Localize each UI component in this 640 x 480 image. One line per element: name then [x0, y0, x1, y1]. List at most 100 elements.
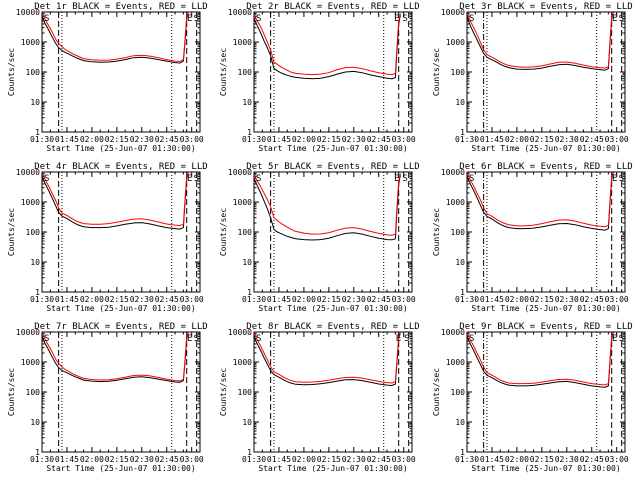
y-tick-label: 1	[460, 448, 465, 457]
detector-panel: Det 3r BLACK = Events, RED = LLD 1 10 100 10…	[432, 2, 633, 153]
events-series-line	[42, 172, 189, 230]
detector-panel: Det 9r BLACK = Events, RED = LLD 1 10 100 10…	[432, 322, 633, 473]
plot-frame	[253, 11, 413, 133]
time-marker-label: E	[187, 334, 192, 344]
y-axis-title: Counts/sec	[219, 48, 228, 96]
y-tick-label: 10	[242, 258, 252, 267]
x-tick-label: 01:45	[480, 455, 504, 464]
time-marker-label: S	[256, 174, 261, 184]
y-tick-label: 1	[247, 128, 252, 137]
time-marker-label: S	[194, 174, 199, 184]
x-tick-label: 02:00	[505, 135, 529, 144]
x-tick-label: 02:15	[105, 455, 129, 464]
lld-series-line	[467, 172, 614, 228]
events-series-line	[254, 14, 401, 80]
lld-series-line	[254, 173, 401, 236]
x-tick-label: 01:45	[267, 135, 291, 144]
plot-frame	[466, 11, 626, 133]
panel-title: Det 5r BLACK = Events, RED = LLD	[246, 162, 419, 172]
x-tick-label: 02:15	[317, 455, 341, 464]
x-tick-label: 01:45	[480, 135, 504, 144]
x-tick-label: 02:15	[317, 295, 341, 304]
x-tick-label: 02:00	[80, 135, 104, 144]
y-tick-label: 1	[35, 448, 40, 457]
time-marker-label: S	[402, 174, 407, 184]
lld-series-line	[42, 12, 189, 62]
y-tick-label: 10000	[16, 8, 40, 17]
x-tick-label: 02:30	[130, 295, 154, 304]
x-tick-label: 02:30	[555, 455, 579, 464]
plot-frame	[41, 11, 201, 133]
x-tick-label: 02:30	[342, 135, 366, 144]
x-tick-label: 02:45	[580, 135, 604, 144]
x-tick-label: 02:30	[555, 135, 579, 144]
events-series-line	[42, 12, 189, 64]
time-marker-label: S	[194, 14, 199, 24]
x-tick-label: 03:00	[180, 135, 204, 144]
time-marker-label: S	[619, 334, 624, 344]
lld-series-line	[42, 332, 189, 382]
y-tick-label: 10	[242, 98, 252, 107]
y-tick-label: 10000	[441, 328, 465, 337]
x-axis-title: Start Time (25-Jun-07 01:30:00)	[46, 304, 195, 313]
y-tick-label: 1000	[233, 358, 252, 367]
x-tick-label: 02:00	[80, 455, 104, 464]
x-tick-label: 03:00	[180, 455, 204, 464]
x-tick-label: 02:45	[155, 295, 179, 304]
x-tick-label: 01:45	[55, 295, 79, 304]
time-marker-label: E	[612, 174, 617, 184]
x-tick-label: 02:15	[530, 295, 554, 304]
x-tick-label: 01:30	[242, 135, 266, 144]
x-tick-label: 02:30	[342, 295, 366, 304]
x-tick-label: 01:30	[455, 455, 479, 464]
events-series-line	[467, 12, 614, 71]
events-series-line	[254, 332, 401, 387]
panel-title: Det 2r BLACK = Events, RED = LLD	[246, 2, 419, 12]
x-tick-label: 01:30	[455, 295, 479, 304]
plot-frame	[253, 331, 413, 453]
lld-series-line	[467, 332, 614, 386]
time-marker-label: S	[44, 14, 49, 24]
x-tick-label: 02:45	[155, 455, 179, 464]
x-tick-label: 02:15	[317, 135, 341, 144]
x-axis-title: Start Time (25-Jun-07 01:30:00)	[46, 144, 195, 153]
x-tick-label: 02:00	[505, 295, 529, 304]
detector-panel: Det 5r BLACK = Events, RED = LLD 1 10 100 10…	[219, 162, 420, 313]
x-tick-label: 03:00	[605, 455, 629, 464]
panel-title: Det 6r BLACK = Events, RED = LLD	[459, 162, 632, 172]
y-tick-label: 1000	[21, 38, 40, 47]
y-tick-label: 10	[30, 258, 40, 267]
y-tick-label: 1	[460, 288, 465, 297]
y-tick-label: 1000	[446, 198, 465, 207]
y-tick-label: 100	[26, 68, 41, 77]
time-marker-label: S	[256, 14, 261, 24]
x-tick-label: 01:30	[30, 295, 54, 304]
events-series-line	[254, 174, 401, 241]
x-tick-label: 02:15	[530, 135, 554, 144]
y-tick-label: 100	[26, 228, 41, 237]
x-tick-label: 02:30	[130, 455, 154, 464]
detector-panel: Det 4r BLACK = Events, RED = LLD 1 10 100 10…	[7, 162, 208, 313]
y-tick-label: 1000	[21, 358, 40, 367]
x-tick-label: 03:00	[392, 455, 416, 464]
x-axis-title: Start Time (25-Jun-07 01:30:00)	[258, 304, 407, 313]
time-marker-label: E	[396, 334, 401, 344]
time-marker-label: E	[394, 14, 399, 24]
y-tick-label: 10000	[16, 168, 40, 177]
x-tick-label: 03:00	[180, 295, 204, 304]
panel-title: Det 1r BLACK = Events, RED = LLD	[34, 2, 207, 12]
panel-title: Det 7r BLACK = Events, RED = LLD	[34, 322, 207, 332]
x-tick-label: 02:00	[505, 455, 529, 464]
y-tick-label: 1	[247, 448, 252, 457]
time-marker-label: S	[44, 174, 49, 184]
x-axis-title: Start Time (25-Jun-07 01:30:00)	[471, 304, 620, 313]
y-tick-label: 100	[238, 388, 253, 397]
time-marker-label: S	[404, 334, 409, 344]
x-tick-label: 03:00	[605, 295, 629, 304]
x-tick-label: 02:45	[367, 135, 391, 144]
y-tick-label: 1	[247, 288, 252, 297]
y-tick-label: 100	[238, 228, 253, 237]
y-tick-label: 100	[451, 68, 466, 77]
x-tick-label: 02:15	[530, 455, 554, 464]
y-axis-title: Counts/sec	[432, 208, 441, 256]
